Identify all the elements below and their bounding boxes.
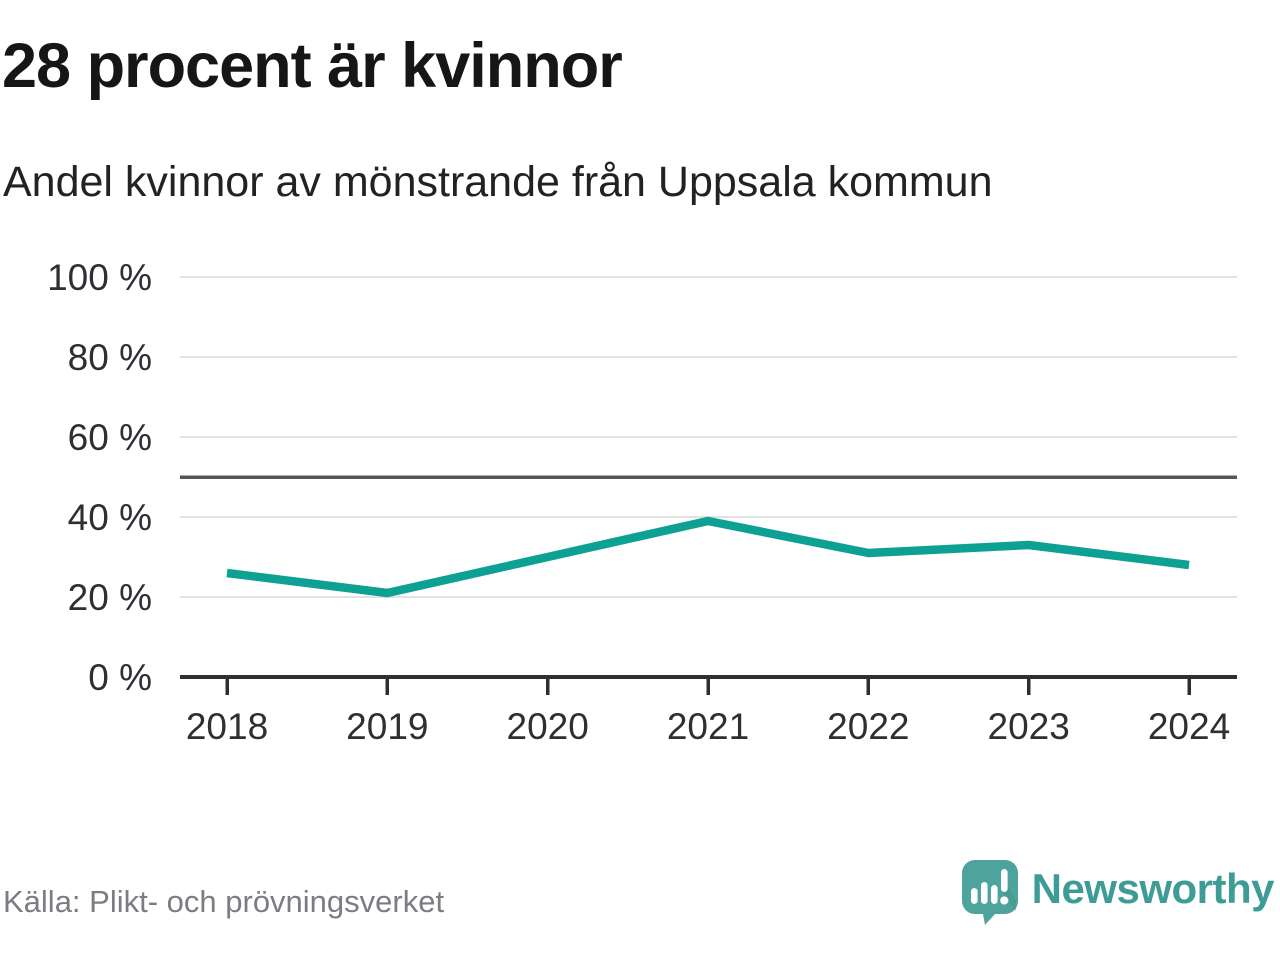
line-chart: 2018 2019 2020 2021 2022 2023 2024 0 % 20 % 40 % 6… bbox=[47, 257, 1237, 747]
bar-1 bbox=[970, 888, 978, 904]
x-tick-label-2018: 2018 bbox=[186, 706, 268, 747]
y-tick-label-60: 60 % bbox=[68, 417, 152, 458]
chart-title: 28 procent är kvinnor bbox=[2, 31, 623, 101]
bubble-inner-shadow bbox=[1000, 886, 1016, 911]
x-tick-label-2021: 2021 bbox=[667, 706, 749, 747]
x-tick-label-2020: 2020 bbox=[507, 706, 589, 747]
bar-2 bbox=[980, 882, 988, 904]
newsworthy-bubble-chart-icon bbox=[961, 860, 1018, 925]
data-line bbox=[226, 516, 1190, 598]
newsworthy-wordmark: Newsworthy bbox=[1031, 865, 1275, 912]
bar-3 bbox=[990, 885, 998, 904]
x-tick-label-2022: 2022 bbox=[827, 706, 909, 747]
y-tick-label-80: 80 % bbox=[68, 337, 152, 378]
y-tick-label-20: 20 % bbox=[68, 577, 152, 618]
x-tick-label-2023: 2023 bbox=[988, 706, 1070, 747]
y-tick-label-0: 0 % bbox=[88, 657, 152, 698]
exclamation-bar bbox=[1000, 869, 1008, 892]
exclamation-dot bbox=[999, 896, 1009, 905]
x-tick-label-2024: 2024 bbox=[1148, 706, 1230, 747]
chart-subtitle: Andel kvinnor av mönstrande från Uppsala… bbox=[3, 158, 993, 206]
x-tick-label-2019: 2019 bbox=[346, 706, 428, 747]
source-text: Källa: Plikt- och prövningsverket bbox=[3, 884, 445, 919]
y-tick-label-100: 100 % bbox=[47, 257, 152, 298]
y-tick-label-40: 40 % bbox=[68, 497, 152, 538]
newsworthy-logo: Newsworthy bbox=[961, 858, 1275, 926]
